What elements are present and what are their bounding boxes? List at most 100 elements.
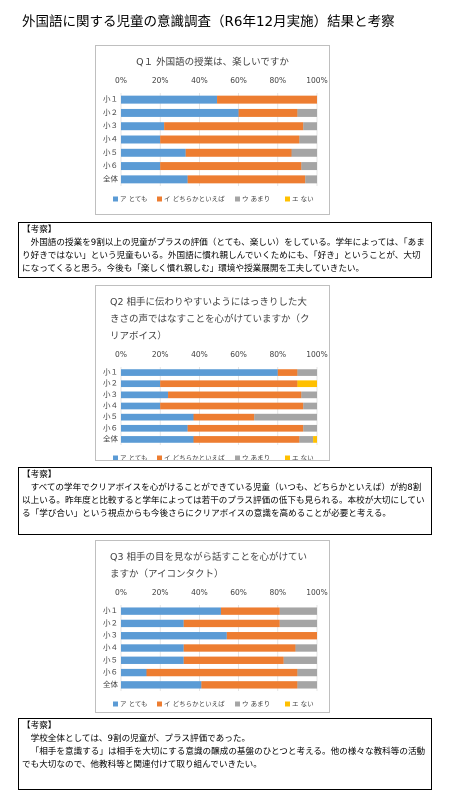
bar-segment bbox=[183, 656, 284, 664]
bar-segment bbox=[121, 402, 161, 410]
legend-label: エ ない bbox=[292, 454, 314, 460]
note-heading: 【考察】 bbox=[22, 225, 57, 235]
y-tick-label: 小３ bbox=[103, 631, 118, 640]
bar-segment bbox=[220, 607, 280, 615]
y-tick-label: 小１ bbox=[103, 606, 118, 615]
note: 【考察】 すべての学年でクリアボイスを心がけることができている児童（いつも、どちら… bbox=[18, 467, 432, 535]
bar-segment bbox=[297, 380, 317, 388]
bar-segment bbox=[301, 391, 317, 399]
x-tick-label: 80% bbox=[269, 588, 286, 597]
y-tick-label: 全体 bbox=[103, 173, 118, 183]
bar-segment bbox=[187, 424, 304, 432]
x-tick-label: 0% bbox=[115, 76, 127, 85]
bar-segment bbox=[185, 148, 292, 157]
bar-segment bbox=[121, 656, 184, 664]
legend-swatch bbox=[285, 701, 290, 707]
x-tick-label: 20% bbox=[152, 588, 169, 597]
bar-segment bbox=[297, 668, 317, 677]
bar-segment bbox=[301, 162, 317, 171]
y-tick-label: 小４ bbox=[103, 135, 118, 144]
bar-segment bbox=[305, 175, 317, 184]
bar-segment bbox=[217, 95, 317, 104]
legend-label: ア とても bbox=[120, 454, 148, 460]
bar-segment bbox=[279, 607, 317, 615]
legend-swatch bbox=[285, 196, 290, 202]
x-tick-label: 40% bbox=[191, 76, 208, 85]
legend-swatch bbox=[285, 455, 290, 460]
chart: Q3 相手の目を見ながら話すことを心がけていますか（アイコンタクト） 0% 20% 4… bbox=[95, 540, 330, 713]
legend-swatch bbox=[157, 701, 162, 707]
bar-segment bbox=[297, 108, 317, 117]
legend-label: ウ あまり bbox=[242, 195, 270, 203]
bar-segment bbox=[183, 644, 296, 652]
bar-segment bbox=[299, 436, 314, 443]
bar-segment bbox=[121, 632, 227, 640]
x-tick-label: 40% bbox=[191, 350, 208, 359]
legend-label: ア とても bbox=[120, 195, 148, 203]
plot: 0% 20% 40% 60% 80% 100% 小１ 小２ 小３ 小４ 小５ 小６ 全体ア とても イ ど… bbox=[103, 588, 328, 708]
legend-swatch bbox=[113, 701, 118, 707]
bar-segment bbox=[121, 436, 194, 443]
bar-segment bbox=[121, 122, 165, 131]
y-tick-label: 小２ bbox=[103, 108, 118, 117]
y-tick-label: 小２ bbox=[103, 618, 118, 627]
page-title: 外国語に関する児童の意識調査（R6年12月実施）結果と考察 bbox=[22, 14, 395, 30]
x-tick-label: 100% bbox=[306, 588, 327, 597]
y-tick-label: 小６ bbox=[103, 423, 118, 432]
x-tick-label: 80% bbox=[269, 350, 286, 359]
y-tick-label: 小５ bbox=[103, 148, 118, 157]
note-heading: 【考察】 bbox=[22, 721, 57, 731]
bar-segment bbox=[313, 436, 317, 443]
bar-segment bbox=[160, 162, 302, 171]
chart-title: Q2 相手に伝わりやすいようにはっきりした大きさの声ではなすことを心がけています… bbox=[110, 297, 310, 342]
legend-label: ア とても bbox=[120, 700, 148, 708]
bar-segment bbox=[121, 148, 186, 157]
legend-swatch bbox=[235, 701, 240, 707]
y-tick-label: 小３ bbox=[103, 121, 118, 130]
bar-segment bbox=[121, 681, 202, 689]
bar-segment bbox=[303, 424, 317, 432]
bar-segment bbox=[183, 619, 280, 628]
legend-swatch bbox=[157, 196, 162, 202]
y-tick-label: 小１ bbox=[103, 368, 118, 377]
bar-segment bbox=[121, 162, 161, 171]
bar-segment bbox=[146, 668, 298, 677]
x-tick-label: 0% bbox=[115, 588, 127, 597]
bar-segment bbox=[121, 668, 147, 677]
legend-label: エ ない bbox=[292, 195, 314, 203]
y-tick-label: 小１ bbox=[103, 95, 118, 104]
y-tick-label: 全体 bbox=[103, 433, 118, 443]
bar-segment bbox=[303, 402, 317, 410]
bar-segment bbox=[121, 413, 194, 421]
legend-swatch bbox=[157, 455, 162, 460]
y-tick-label: 全体 bbox=[103, 679, 118, 689]
bar-segment bbox=[279, 619, 317, 628]
bar-segment bbox=[297, 681, 317, 689]
legend-label: イ どちらかといえば bbox=[164, 453, 225, 460]
bar-segment bbox=[238, 108, 298, 117]
bar-segment bbox=[187, 175, 306, 184]
bar-segment bbox=[226, 632, 317, 640]
bar-segment bbox=[297, 369, 317, 376]
x-tick-label: 20% bbox=[152, 350, 169, 359]
y-tick-label: 小４ bbox=[103, 401, 118, 410]
bar-segment bbox=[121, 135, 161, 144]
bar-segment bbox=[277, 369, 298, 376]
x-tick-label: 100% bbox=[306, 350, 327, 359]
y-tick-label: 小５ bbox=[103, 655, 118, 664]
bar-segment bbox=[160, 380, 298, 388]
bar-segment bbox=[121, 619, 184, 628]
bar-segment bbox=[303, 122, 317, 131]
note: 【考察】 学校全体としては、9割の児童が、プラス評価であった。 「相手を意識する」は… bbox=[18, 718, 432, 790]
bar-segment bbox=[121, 95, 218, 104]
bar-segment bbox=[121, 175, 188, 184]
x-tick-label: 100% bbox=[306, 76, 327, 85]
bar-segment bbox=[121, 108, 239, 117]
x-tick-label: 20% bbox=[152, 76, 169, 85]
bar-segment bbox=[299, 135, 317, 144]
legend-label: イ どちらかといえば bbox=[164, 699, 225, 708]
bar-segment bbox=[121, 424, 188, 432]
x-tick-label: 80% bbox=[269, 76, 286, 85]
chart-title: Q3 相手の目を見ながら話すことを心がけていますか（アイコンタクト） bbox=[110, 552, 308, 580]
